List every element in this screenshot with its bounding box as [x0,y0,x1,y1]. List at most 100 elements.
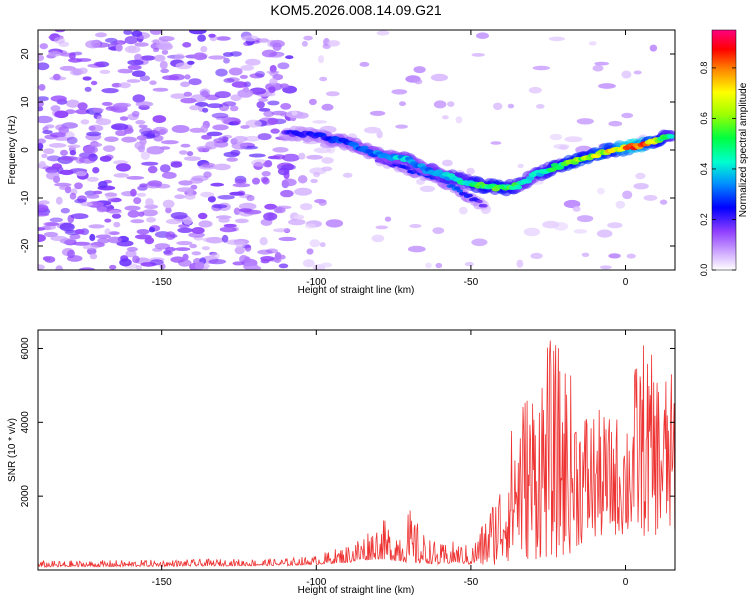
heatmap-noise-cell [86,194,100,199]
heatmap-noise-cell [109,264,117,270]
heatmap-noise-cell [259,237,268,246]
heatmap-noise-cell [243,135,261,142]
heatmap-noise-cell [581,252,590,257]
heatmap-noise-cell [90,80,98,86]
heatmap-noise-cell [55,124,67,131]
heatmap-noise-cell [191,227,205,234]
heatmap-noise-cell [530,252,543,259]
heatmap-noise-cell [176,241,193,246]
heatmap-noise-cell [306,154,323,160]
heatmap-noise-cell [152,87,169,92]
heatmap-noise-cell [141,161,159,166]
heatmap-noise-cell [300,203,313,211]
heatmap-noise-cell [536,104,545,109]
heatmap-noise-cell [266,92,276,97]
heatmap-noise-cell [67,249,76,259]
heatmap-noise-cell [50,235,68,242]
heatmap-noise-cell [42,130,53,135]
heatmap-noise-cell [263,212,278,221]
heatmap-noise-cell [145,198,154,207]
x-tick-label: 0 [623,577,629,588]
heatmap-noise-cell [140,151,150,160]
heatmap-noise-cell [88,224,105,229]
heatmap-ridge-cell [456,189,463,193]
heatmap-noise-cell [123,30,133,35]
heatmap-noise-cell [260,256,275,262]
heatmap-noise-cell [210,252,220,260]
heatmap-noise-cell [138,124,148,129]
colorbar-ticks: 0.0 0.2 0.4 0.6 0.8 [699,62,736,276]
heatmap-noise-cell [572,206,581,212]
heatmap-noise-cell [107,198,122,203]
heatmap-noise-cell [38,54,45,62]
heatmap-noise-cell [280,189,294,198]
heatmap-noise-cell [69,192,77,200]
heatmap-noise-cell [252,177,260,185]
heatmap-noise-cell [86,131,102,137]
spectrogram-x-label: Height of straight line (km) [298,285,415,296]
heatmap-noise-cell [174,53,185,60]
heatmap-noise-cell [38,142,44,150]
heatmap-noise-cell [309,239,321,248]
heatmap-noise-cell [138,211,145,217]
heatmap-noise-cell [274,252,282,260]
heatmap-noise-cell [221,234,229,243]
heatmap-noise-cell [223,57,230,64]
heatmap-noise-cell [294,187,313,196]
heatmap-noise-cell [101,88,119,94]
x-tick-label: -100 [306,277,326,288]
heatmap-ridge-cell [466,193,473,198]
heatmap-noise-cell [70,213,89,220]
heatmap-noise-cell [256,101,265,109]
heatmap-noise-cell [278,236,297,242]
heatmap-noise-cell [92,190,103,195]
heatmap-noise-cell [171,125,190,133]
heatmap-noise-cell [66,99,80,108]
heatmap-noise-cell [187,60,195,65]
heatmap-noise-cell [208,259,227,265]
heatmap-noise-cell [195,102,209,107]
heatmap-noise-cell [318,199,327,206]
colorbar-label: Normalized spectral amplitude [738,82,749,217]
heatmap-noise-cell [269,78,278,85]
heatmap-noise-cell [177,227,193,233]
heatmap-noise-cell [38,200,50,205]
heatmap-noise-cell [430,73,448,82]
heatmap-noise-cell [54,182,72,187]
heatmap-noise-cell [532,65,550,71]
heatmap-noise-cell [240,125,250,129]
heatmap-noise-cell [239,208,253,213]
heatmap-noise-cell [262,177,270,185]
heatmap-noise-cell [149,259,164,266]
heatmap-noise-cell [293,214,305,220]
heatmap-noise-cell [212,124,229,131]
heatmap-noise-cell [633,183,649,190]
heatmap-noise-cell [127,210,140,218]
heatmap-noise-cell [99,155,112,162]
y-tick-label: 20 [20,48,31,60]
heatmap-noise-cell [342,172,353,178]
heatmap-noise-cell [203,171,212,178]
heatmap-noise-cell [83,145,98,154]
heatmap-noise-cell [153,54,166,62]
colorbar-tick-label: 0.8 [699,62,709,75]
heatmap-noise-cell [564,136,583,143]
heatmap-noise-cell [267,100,280,106]
heatmap-noise-cell [277,167,290,176]
heatmap-noise-cell [104,228,111,236]
heatmap-noise-cell [38,106,44,112]
heatmap-noise-cell [202,237,220,243]
heatmap-noise-cell [115,129,125,136]
heatmap-noise-cell [113,221,121,228]
heatmap-noise-cell [115,163,131,172]
heatmap-noise-cell [182,42,192,48]
heatmap-noise-cell [44,256,56,263]
heatmap-noise-cell [184,74,191,80]
heatmap-noise-cell [559,145,568,150]
heatmap-noise-cell [135,265,143,270]
colorbar-tick-label: 0.6 [699,112,709,125]
heatmap-noise-cell [121,136,137,143]
heatmap-noise-cell [257,249,273,255]
heatmap-noise-cell [113,173,129,178]
heatmap-noise-cell [607,222,623,229]
